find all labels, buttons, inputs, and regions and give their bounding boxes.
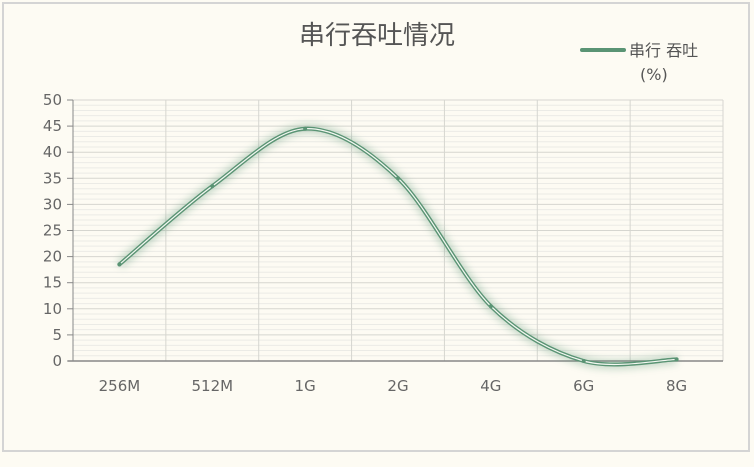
data-point bbox=[117, 262, 122, 267]
x-tick-label: 2G bbox=[387, 377, 408, 395]
data-point bbox=[674, 357, 679, 362]
data-point bbox=[396, 176, 400, 181]
y-tick-label: 30 bbox=[43, 195, 62, 213]
x-tick-label: 512M bbox=[191, 377, 233, 395]
x-tick-label: 256M bbox=[99, 377, 141, 395]
y-axis-ticks: 0 5 10 15 20 25 30 35 40 45 50 bbox=[43, 91, 73, 370]
legend-label-line1: 串行 吞吐 bbox=[629, 41, 698, 60]
y-tick-label: 50 bbox=[43, 91, 62, 109]
legend[interactable]: 串行 吞吐 (%) bbox=[580, 41, 698, 84]
y-tick-label: 45 bbox=[43, 117, 62, 135]
x-tick-label: 4G bbox=[480, 377, 501, 395]
x-tick-label: 1G bbox=[295, 377, 316, 395]
y-tick-label: 5 bbox=[52, 326, 62, 344]
series-layer bbox=[116, 124, 679, 369]
y-tick-label: 0 bbox=[52, 352, 62, 370]
x-tick-label: 6G bbox=[573, 377, 594, 395]
chart-frame bbox=[2, 2, 750, 452]
data-point bbox=[581, 359, 586, 363]
y-tick-label: 10 bbox=[43, 300, 62, 318]
legend-label-line2: (%) bbox=[640, 65, 668, 84]
y-tick-label: 25 bbox=[43, 222, 62, 240]
y-tick-label: 35 bbox=[43, 169, 62, 187]
data-point bbox=[488, 304, 493, 309]
data-point bbox=[303, 126, 308, 131]
data-point bbox=[210, 184, 215, 189]
chart-title: 串行吞吐情况 bbox=[299, 21, 455, 51]
grid bbox=[73, 99, 724, 361]
y-tick-label: 15 bbox=[43, 274, 62, 292]
y-tick-label: 20 bbox=[43, 248, 62, 266]
y-tick-label: 40 bbox=[43, 143, 62, 161]
x-tick-label: 8G bbox=[666, 377, 687, 395]
x-axis-ticks: 256M 512M 1G 2G 4G 6G 8G bbox=[99, 377, 688, 395]
